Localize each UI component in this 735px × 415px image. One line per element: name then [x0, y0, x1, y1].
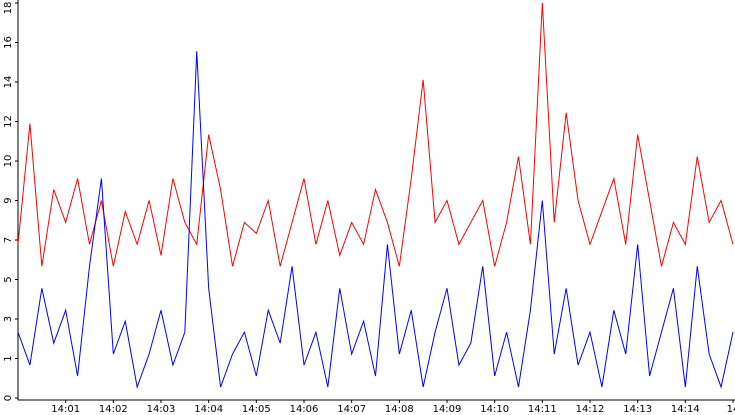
- x-tick-label: 14: [727, 404, 735, 415]
- x-tick-label: 14:05: [242, 404, 271, 415]
- x-tick-label: 14:02: [99, 404, 128, 415]
- y-tick-label: 14: [3, 76, 14, 89]
- series-line: [17, 2, 734, 267]
- y-tick-label: 16: [3, 36, 14, 49]
- y-tick-label: 5: [3, 276, 14, 282]
- x-tick-label: 14:08: [385, 404, 414, 415]
- y-tick-label: 1: [3, 355, 14, 361]
- y-tick-label: 3: [3, 316, 14, 322]
- x-tick-label: 14:04: [194, 404, 223, 415]
- x-tick-label: 14:09: [433, 404, 462, 415]
- y-tick-label: 9: [3, 197, 14, 203]
- x-tick-label: 14:14: [671, 404, 700, 415]
- y-tick-label: 12: [3, 115, 14, 128]
- x-tick-label: 14:07: [337, 404, 366, 415]
- x-tick-label: 14:03: [147, 404, 176, 415]
- x-tick-label: 14:10: [480, 404, 509, 415]
- x-tick-label: 14:06: [290, 404, 319, 415]
- x-tick-label: 14:01: [51, 404, 80, 415]
- x-tick-label: 14:12: [576, 404, 605, 415]
- y-tick-label: 10: [3, 155, 14, 168]
- y-tick-label: 7: [3, 237, 14, 243]
- x-tick-label: 14:13: [623, 404, 652, 415]
- x-tick-label: 14:11: [528, 404, 557, 415]
- y-tick-label: 18: [3, 2, 14, 15]
- series-line: [17, 51, 734, 389]
- y-tick-label: 0: [3, 395, 14, 401]
